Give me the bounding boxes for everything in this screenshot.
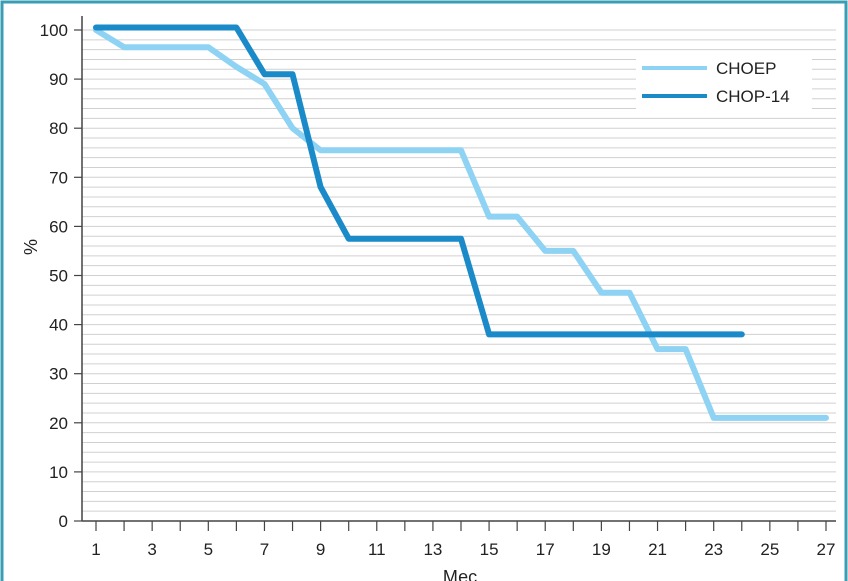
legend: CHOEP CHOP-14 bbox=[636, 52, 812, 110]
x-tick-label: 11 bbox=[368, 540, 386, 559]
x-axis-label: Мес bbox=[443, 567, 477, 581]
x-tick-label: 19 bbox=[592, 540, 611, 559]
y-tick-label: 0 bbox=[59, 512, 68, 531]
x-tick-label: 9 bbox=[316, 540, 325, 559]
y-tick-label: 60 bbox=[49, 217, 68, 236]
x-tick-label: 5 bbox=[204, 540, 213, 559]
y-tick-label: 10 bbox=[49, 463, 68, 482]
x-tick-label: 1 bbox=[91, 540, 100, 559]
y-tick-label: 20 bbox=[49, 414, 68, 433]
x-tick-label: 3 bbox=[147, 540, 156, 559]
series-line-chop-14 bbox=[93, 24, 745, 338]
x-tick-labels: 1 3 5 7 9 11 13 15 17 19 21 23 25 27 bbox=[91, 521, 835, 559]
legend-background bbox=[636, 52, 812, 110]
y-tick-label: 50 bbox=[49, 267, 68, 286]
y-tick-label: 100 bbox=[40, 21, 68, 40]
y-tick-labels: 0 10 20 30 40 50 60 70 80 90 100 bbox=[40, 21, 82, 531]
y-tick-label: 80 bbox=[49, 119, 68, 138]
y-tick-label: 70 bbox=[49, 168, 68, 187]
y-tick-label: 90 bbox=[49, 70, 68, 89]
x-tick-label: 25 bbox=[760, 540, 779, 559]
x-tick-label: 21 bbox=[648, 540, 667, 559]
x-tick-label: 17 bbox=[536, 540, 555, 559]
legend-label: CHOP-14 bbox=[716, 87, 790, 106]
x-tick-label: 23 bbox=[704, 540, 723, 559]
y-tick-label: 40 bbox=[49, 316, 68, 335]
legend-label: CHOEP bbox=[716, 59, 776, 78]
y-tick-label: 30 bbox=[49, 365, 68, 384]
axes bbox=[81, 16, 836, 522]
y-axis-label: % bbox=[21, 239, 41, 255]
series-lines bbox=[93, 24, 829, 421]
x-tick-label: 13 bbox=[423, 540, 442, 559]
x-tick-label: 27 bbox=[817, 540, 836, 559]
x-tick-label: 15 bbox=[480, 540, 499, 559]
series-line-choep bbox=[93, 27, 829, 421]
x-tick-label: 7 bbox=[260, 540, 269, 559]
